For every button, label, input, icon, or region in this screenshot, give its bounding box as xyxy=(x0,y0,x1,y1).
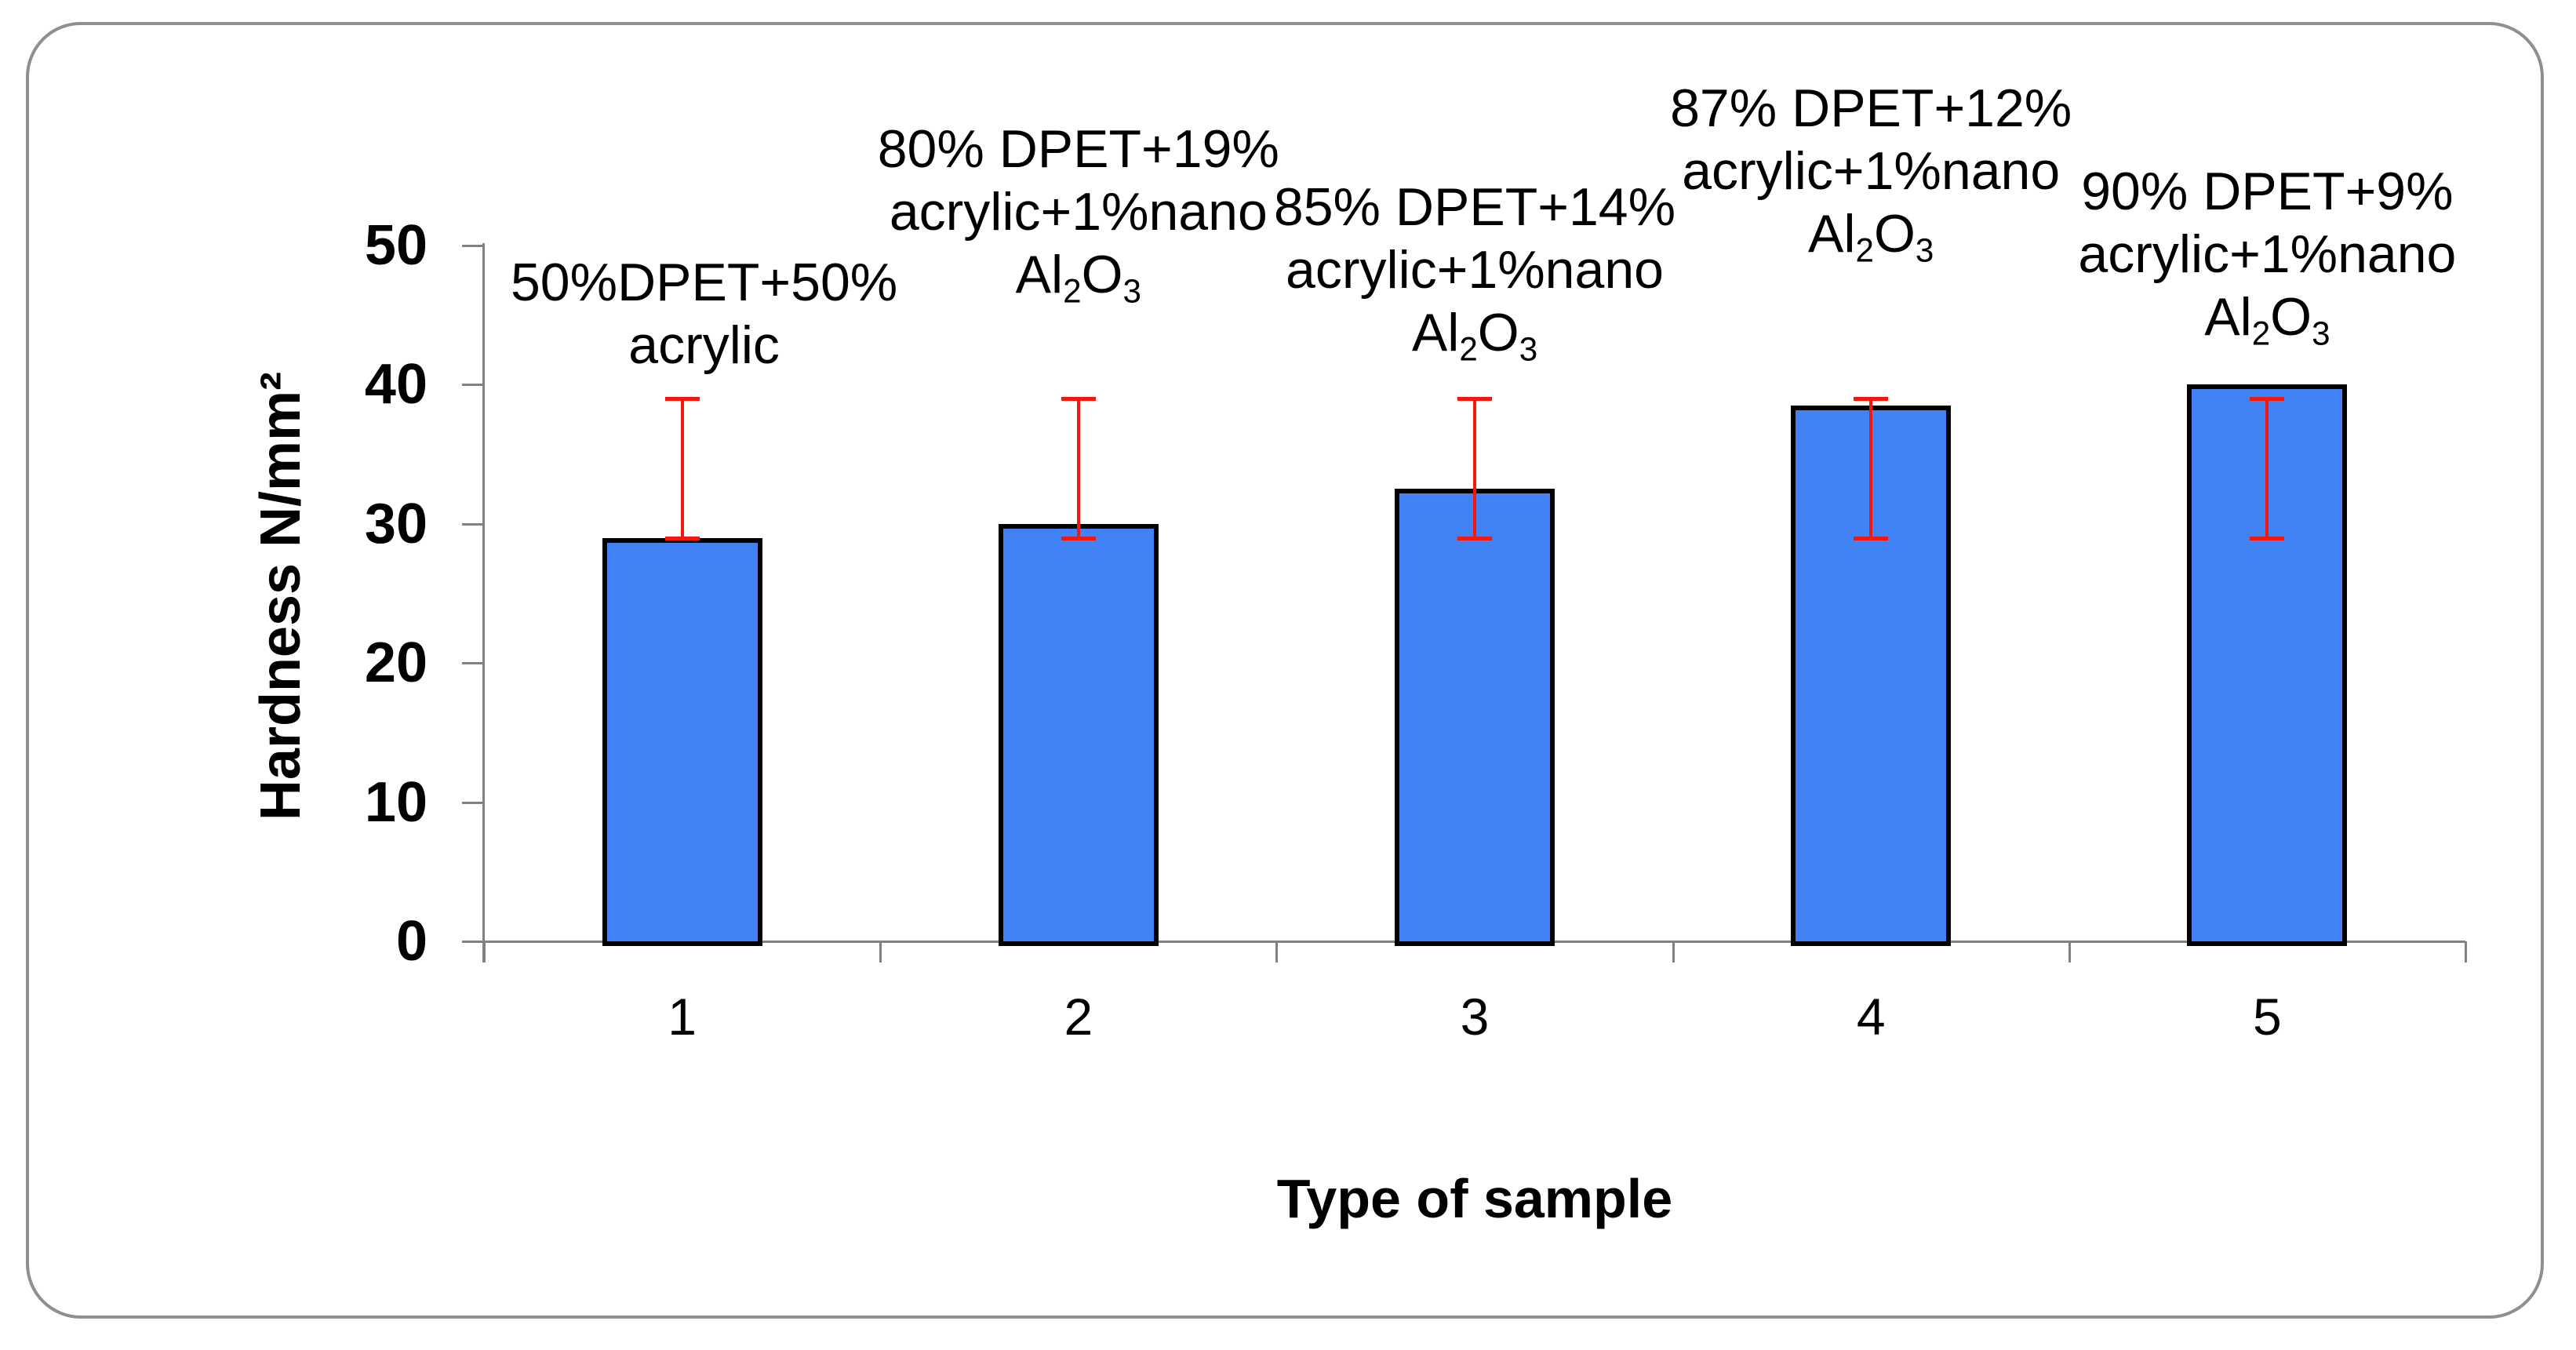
y-tick-mark xyxy=(462,801,483,804)
y-tick-label: 50 xyxy=(364,214,428,277)
bar xyxy=(1395,489,1555,946)
x-tick-label: 4 xyxy=(1856,988,1886,1046)
bar-annotation: 90% DPET+9% acrylic+1%nano Al2O3 xyxy=(2078,162,2457,352)
x-tick-mark xyxy=(483,941,486,962)
error-bar-top-cap xyxy=(1061,397,1096,402)
x-tick-label: 2 xyxy=(1064,988,1093,1046)
error-bar-top-cap xyxy=(2250,397,2285,402)
y-tick-mark xyxy=(462,245,483,247)
y-tick-label: 10 xyxy=(364,770,428,834)
x-tick-label: 5 xyxy=(2253,988,2282,1046)
y-tick-mark xyxy=(462,662,483,665)
x-tick-mark xyxy=(1275,941,1279,962)
error-bar-bottom-cap xyxy=(2250,536,2285,540)
error-bar-bottom-cap xyxy=(664,536,700,540)
y-axis-title: Hardness N/mm² xyxy=(249,371,312,821)
error-bar-line xyxy=(1869,398,1873,538)
error-bar-line xyxy=(1076,398,1080,538)
error-bar-bottom-cap xyxy=(1061,536,1096,540)
bar-annotation: 50%DPET+50% acrylic xyxy=(510,253,898,375)
x-tick-mark xyxy=(879,941,882,962)
error-bar-top-cap xyxy=(1854,397,1889,402)
bar-annotation: 80% DPET+19% acrylic+1%nano Al2O3 xyxy=(877,119,1279,310)
y-axis-line xyxy=(482,243,485,962)
x-tick-mark xyxy=(2465,941,2467,962)
bar xyxy=(602,537,762,946)
y-tick-label: 20 xyxy=(364,631,428,695)
bar xyxy=(998,523,1159,946)
bar-annotation: 87% DPET+12% acrylic+1%nano Al2O3 xyxy=(1670,78,2072,269)
y-tick-label: 30 xyxy=(364,492,428,555)
y-tick-mark xyxy=(462,384,483,387)
chart-frame xyxy=(26,22,2544,1319)
y-tick-mark xyxy=(462,941,483,943)
error-bar-line xyxy=(1473,398,1476,538)
x-tick-mark xyxy=(1672,941,1675,962)
error-bar-line xyxy=(2265,398,2269,538)
error-bar-bottom-cap xyxy=(1457,536,1492,540)
y-tick-label: 0 xyxy=(395,910,428,973)
y-tick-mark xyxy=(462,522,483,526)
x-axis-title: Type of sample xyxy=(1276,1168,1673,1229)
x-tick-label: 1 xyxy=(668,988,697,1046)
x-tick-label: 3 xyxy=(1460,988,1490,1046)
error-bar-line xyxy=(680,398,684,538)
error-bar-top-cap xyxy=(664,397,700,402)
bar-annotation: 85% DPET+14% acrylic+1%nano Al2O3 xyxy=(1273,177,1676,368)
x-tick-mark xyxy=(2068,941,2071,962)
error-bar-bottom-cap xyxy=(1854,536,1889,540)
y-tick-label: 40 xyxy=(364,353,428,417)
error-bar-top-cap xyxy=(1457,397,1492,402)
